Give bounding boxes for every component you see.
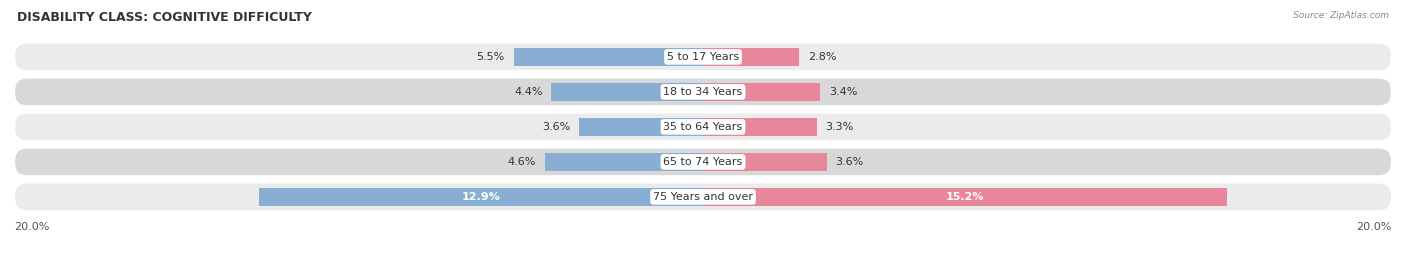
Bar xyxy=(703,153,827,171)
Text: DISABILITY CLASS: COGNITIVE DIFFICULTY: DISABILITY CLASS: COGNITIVE DIFFICULTY xyxy=(17,11,312,24)
Text: 20.0%: 20.0% xyxy=(14,222,49,232)
Text: 2.8%: 2.8% xyxy=(808,52,837,62)
Text: 3.6%: 3.6% xyxy=(543,122,571,132)
FancyBboxPatch shape xyxy=(14,147,1392,176)
Text: 3.4%: 3.4% xyxy=(828,87,858,97)
Text: 3.6%: 3.6% xyxy=(835,157,863,167)
Bar xyxy=(544,153,703,171)
Text: 5 to 17 Years: 5 to 17 Years xyxy=(666,52,740,62)
FancyBboxPatch shape xyxy=(14,183,1392,211)
Text: Source: ZipAtlas.com: Source: ZipAtlas.com xyxy=(1294,11,1389,20)
Bar xyxy=(703,48,800,66)
Text: 4.6%: 4.6% xyxy=(508,157,536,167)
FancyBboxPatch shape xyxy=(14,43,1392,71)
Text: 3.3%: 3.3% xyxy=(825,122,853,132)
Bar xyxy=(551,83,703,101)
Text: 4.4%: 4.4% xyxy=(515,87,543,97)
Bar xyxy=(579,118,703,136)
Text: 20.0%: 20.0% xyxy=(1357,222,1392,232)
FancyBboxPatch shape xyxy=(14,77,1392,106)
Text: 5.5%: 5.5% xyxy=(477,52,505,62)
Text: 75 Years and over: 75 Years and over xyxy=(652,192,754,202)
Text: 12.9%: 12.9% xyxy=(461,192,501,202)
Bar xyxy=(703,83,820,101)
Bar xyxy=(703,118,817,136)
Text: 18 to 34 Years: 18 to 34 Years xyxy=(664,87,742,97)
Text: 65 to 74 Years: 65 to 74 Years xyxy=(664,157,742,167)
Text: 35 to 64 Years: 35 to 64 Years xyxy=(664,122,742,132)
Bar xyxy=(703,188,1226,206)
FancyBboxPatch shape xyxy=(14,113,1392,141)
Bar xyxy=(513,48,703,66)
Bar xyxy=(259,188,703,206)
Text: 15.2%: 15.2% xyxy=(946,192,984,202)
